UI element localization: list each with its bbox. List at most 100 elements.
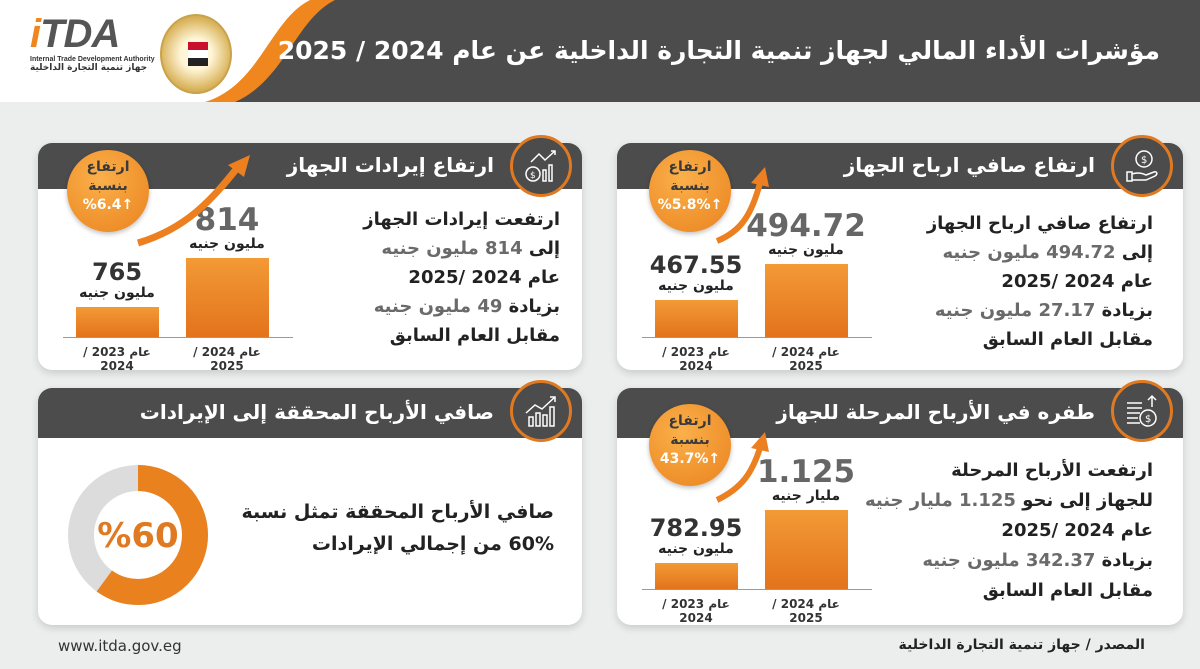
logo-ar-text: جهاز تنمية التجارة الداخلية (30, 63, 148, 73)
card-retained-profits: طفره في الأرباح المرحلة للجهاز $ ارتفاع … (617, 380, 1183, 625)
badge-label: بنسبة (670, 432, 710, 448)
card-header (38, 388, 582, 438)
year-label: عام 2023 / 2024 (83, 345, 151, 373)
description: ارتفعت الأرباح المرحلة للجهاز إلى نحو 1.… (865, 456, 1153, 606)
description: ارتفاع صافي ارباح الجهاز إلى 494.72 مليو… (927, 209, 1153, 354)
card-net-profit: ارتفاع صافي ارباح الجهاز $ ارتفاع بنسبة … (617, 135, 1183, 373)
svg-text:$: $ (1145, 414, 1151, 425)
year-label: عام 2023 / 2024 (662, 597, 730, 625)
bar-unit-label: مليون جنيه (768, 242, 844, 259)
growth-badge: ارتفاع بنسبة ↑%5.8% (649, 150, 731, 232)
card-title: ارتفاع صافي ارباح الجهاز (843, 153, 1095, 177)
bar-unit-label: مليون جنيه (189, 236, 265, 252)
bar-value-label: 782.95 (649, 514, 743, 543)
badge-label: ارتفاع (86, 159, 130, 175)
growth-badge: ارتفاع بنسبة ↑%6.4 (67, 150, 149, 232)
badge-percent: ↑43.7% (659, 451, 721, 467)
bar-value-label: 467.55 (649, 251, 743, 280)
desc-text: عام 2024 /2025 (408, 267, 560, 288)
bar-column: 1.125 مليار جنيه (756, 456, 856, 589)
badge-label: بنسبة (670, 178, 710, 194)
bar-chart: 765 مليون جنيه 814 مليون جنيه (63, 193, 293, 338)
year-label: عام 2024 / 2025 (772, 597, 840, 625)
ministry-seal-icon (160, 14, 232, 94)
desc-text: ارتفعت إيرادات الجهاز (363, 209, 560, 230)
coin-stack-icon: $ (1111, 380, 1173, 442)
revenue-growth-icon: $ (510, 135, 572, 197)
desc-text: عام 2024 /2025 (1001, 520, 1153, 541)
growth-badge: ارتفاع بنسبة ↑43.7% (649, 404, 731, 486)
growth-arrow-icon (715, 167, 769, 244)
bar-column: 765 مليون جنيه (67, 259, 167, 337)
donut-segment (68, 465, 208, 605)
desc-text: إلى (522, 238, 560, 259)
bar-value-label: 765 (91, 258, 143, 286)
bar-chart: 467.55 مليون جنيه 494.72 مليون جنيه (642, 193, 872, 338)
year-label: عام 2023 / 2024 (662, 345, 730, 373)
desc-text: بزيادة (502, 296, 560, 317)
logo-i: i (30, 12, 41, 56)
desc-text: 60% من إجمالي الإيرادات (311, 533, 554, 555)
bar-column: 494.72 مليون جنيه (746, 210, 866, 337)
bar-unit-label: مليون جنيه (658, 278, 734, 295)
svg-text:$: $ (530, 171, 536, 181)
growth-arrow-icon (715, 432, 769, 503)
logo-text: TDA (40, 12, 120, 56)
badge-label: بنسبة (88, 178, 128, 194)
card-profit-ratio: صافي الأرباح المحققة إلى الإيرادات %60 ص… (38, 380, 582, 625)
card-title: صافي الأرباح المحققة إلى الإيرادات (139, 400, 494, 424)
svg-text:$: $ (1141, 155, 1147, 166)
desc-text: إلى (1115, 242, 1153, 263)
growth-arrow-icon (136, 155, 250, 247)
source-note: المصدر / جهاز تنمية التجارة الداخلية (898, 637, 1145, 653)
desc-text: ارتفاع صافي ارباح الجهاز (926, 213, 1153, 234)
bar-chart: 782.95 مليون جنيه 1.125 مليار جنيه (642, 445, 872, 590)
desc-highlight: 27.17 مليون جنيه (934, 300, 1096, 321)
bar (654, 563, 738, 589)
desc-highlight: 49 مليون جنيه (373, 296, 503, 317)
desc-text: بزيادة (1095, 300, 1153, 321)
bar-unit-label: مليون جنيه (658, 541, 734, 558)
donut-chart: %60 (68, 465, 208, 605)
description: صافي الأرباح المحققة تمثل نسبة 60% من إج… (242, 496, 554, 560)
desc-text: عام 2024 /2025 (1001, 271, 1153, 292)
desc-text: بزيادة (1095, 550, 1153, 571)
desc-text: ارتفعت الأرباح المرحلة (951, 460, 1153, 481)
desc-text: مقابل العام السابق (982, 580, 1153, 601)
desc-text: صافي الأرباح المحققة تمثل نسبة (241, 501, 554, 523)
card-title: ارتفاع إيرادات الجهاز (286, 153, 494, 177)
bar-value-label: 1.125 (756, 453, 856, 490)
desc-highlight: 1.125 مليار جنيه (864, 490, 1016, 511)
bar-unit-label: مليار جنيه (771, 487, 841, 504)
bar (764, 509, 848, 589)
card-title: طفره في الأرباح المرحلة للجهاز (776, 400, 1095, 424)
bar-value-label: 494.72 (746, 208, 866, 245)
page-title: مؤشرات الأداء المالي لجهاز تنمية التجارة… (277, 36, 1160, 65)
hand-coin-icon: $ (1111, 135, 1173, 197)
desc-highlight: 494.72 مليون جنيه (942, 242, 1116, 263)
donut-label: %60 (97, 516, 178, 556)
bar-column: 467.55 مليون جنيه (646, 252, 746, 337)
itda-logo: iTDA Internal Trade Development Authorit… (30, 14, 155, 73)
desc-highlight: 814 مليون جنيه (381, 238, 523, 259)
header-band (0, 0, 1200, 102)
bar (654, 300, 738, 337)
badge-label: ارتفاع (668, 413, 712, 429)
desc-text: مقابل العام السابق (389, 325, 560, 346)
badge-percent: ↑%6.4 (82, 197, 134, 213)
desc-text: للجهاز إلى نحو (1015, 490, 1153, 511)
bar (75, 307, 159, 337)
bar-column: 814 مليون جنيه (177, 204, 277, 337)
logo-en-text: Internal Trade Development Authority (30, 56, 155, 63)
description: ارتفعت إيرادات الجهاز إلى 814 مليون جنيه… (363, 205, 560, 350)
website-link[interactable]: www.itda.gov.eg (58, 637, 182, 655)
desc-text: مقابل العام السابق (982, 329, 1153, 350)
bar (185, 258, 269, 337)
badge-percent: ↑%5.8% (657, 197, 723, 213)
card-revenue: ارتفاع إيرادات الجهاز $ ارتفاع بنسبة ↑%6… (38, 135, 582, 373)
bar-column: 782.95 مليون جنيه (646, 515, 746, 589)
bar (764, 264, 848, 337)
desc-highlight: 342.37 مليون جنيه (922, 550, 1096, 571)
year-label: عام 2024 / 2025 (772, 345, 840, 373)
bar-unit-label: مليون جنيه (79, 285, 155, 301)
